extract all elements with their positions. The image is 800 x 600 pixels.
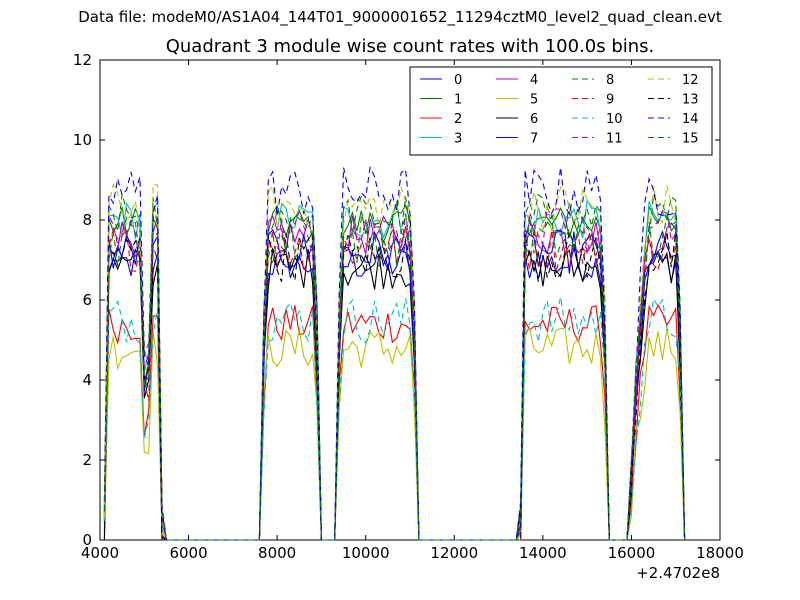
y-tick-label: 4: [82, 371, 92, 389]
x-tick-label: 4000: [81, 544, 119, 562]
legend-box: [409, 66, 713, 156]
y-tick-label: 10: [73, 131, 92, 149]
legend-label-0: 0: [454, 73, 462, 88]
x-tick-label: 14000: [519, 544, 567, 562]
legend-label-7: 7: [530, 132, 538, 147]
x-tick-label: 18000: [696, 544, 744, 562]
legend-label-13: 13: [682, 93, 699, 108]
x-tick-label: 6000: [169, 544, 207, 562]
legend-label-5: 5: [530, 93, 538, 108]
x-tick-label: 10000: [342, 544, 390, 562]
x-offset-label: +2.4702e8: [636, 564, 720, 582]
data-file-label: Data file: modeM0/AS1A04_144T01_90000016…: [78, 8, 722, 26]
legend-label-10: 10: [606, 112, 623, 127]
y-tick-label: 2: [82, 451, 92, 469]
y-tick-label: 8: [82, 211, 92, 229]
legend-label-11: 11: [606, 132, 623, 147]
chart-title: Quadrant 3 module wise count rates with …: [165, 36, 655, 57]
legend-label-2: 2: [454, 112, 462, 127]
y-tick-label: 12: [73, 51, 92, 69]
series-line-9: [103, 225, 686, 541]
x-tick-label: 12000: [430, 544, 478, 562]
series-line-15: [103, 214, 686, 541]
series-group: [103, 165, 686, 541]
series-line-14: [103, 165, 686, 541]
legend-label-12: 12: [682, 73, 699, 88]
x-tick-label: 16000: [608, 544, 656, 562]
x-tick-label: 8000: [258, 544, 296, 562]
legend-label-9: 9: [606, 93, 614, 108]
legend-label-3: 3: [454, 132, 462, 147]
legend-label-6: 6: [530, 112, 538, 127]
legend-label-4: 4: [530, 73, 538, 88]
series-line-8: [103, 193, 686, 541]
legend-label-14: 14: [682, 112, 699, 127]
y-tick-label: 6: [82, 291, 92, 309]
legend-label-15: 15: [682, 132, 699, 147]
legend-label-8: 8: [606, 73, 614, 88]
y-tick-label: 0: [82, 531, 92, 549]
legend-label-1: 1: [454, 93, 462, 108]
